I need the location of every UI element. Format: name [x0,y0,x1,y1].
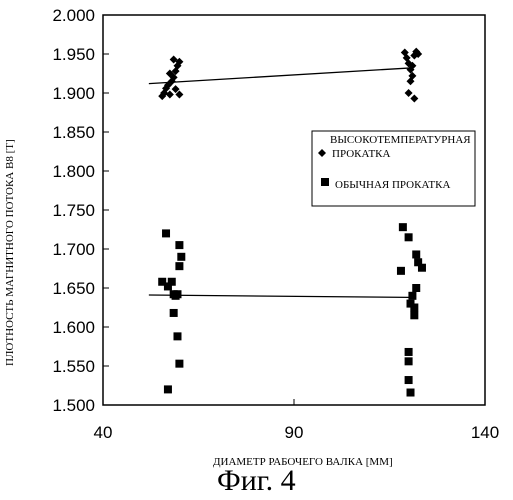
y-tick-label: 1.700 [52,240,95,259]
y-tick-label: 1.600 [52,318,95,337]
axes [103,15,485,405]
x-tick-label: 140 [471,423,499,442]
series-layer [158,48,426,397]
y-tick-label: 1.550 [52,357,95,376]
square-point [412,284,420,292]
square-point [410,304,418,312]
square-point [410,311,418,319]
square-point [175,241,183,249]
trendline-high-temp [149,68,409,84]
square-point [175,360,183,368]
y-tick-label: 1.500 [52,396,95,415]
diamond-point [405,89,413,97]
square-point [397,267,405,275]
square-point [177,253,185,261]
legend: ВЫСОКОТЕМПЕРАТУРНАЯ ПРОКАТКА ОБЫЧНАЯ ПРО… [312,131,475,206]
plot-frame [103,15,485,405]
square-point [408,292,416,300]
square-point [405,233,413,241]
square-point [170,309,178,317]
diamond-point [166,91,174,99]
y-axis-ticks: 1.500 1.550 1.600 1.650 1.700 1.750 1.800 1.850… [52,6,109,415]
y-tick-label: 1.900 [52,84,95,103]
square-point [173,332,181,340]
legend-square-marker [321,178,329,186]
y-tick-label: 1.950 [52,45,95,64]
figure-caption: Фиг. 4 [217,464,296,497]
square-point [399,223,407,231]
square-point [407,389,415,397]
y-tick-label: 1.850 [52,123,95,142]
y-tick-label: 1.800 [52,162,95,181]
legend-label-high-temp-line2: ПРОКАТКА [332,148,391,160]
square-point [418,264,426,272]
square-point [175,262,183,270]
square-point [405,348,413,356]
x-tick-label: 40 [94,423,113,442]
square-point [168,278,176,286]
series-normal [158,223,426,396]
square-point [405,357,413,365]
y-tick-label: 1.650 [52,279,95,298]
square-point [173,290,181,298]
trendline-normal [149,295,409,297]
diamond-point [410,94,418,102]
square-point [162,229,170,237]
x-tick-label: 90 [285,423,304,442]
square-point [164,385,172,393]
y-tick-label: 1.750 [52,201,95,220]
y-tick-label: 2.000 [52,6,95,25]
square-point [405,376,413,384]
legend-label-normal: ОБЫЧНАЯ ПРОКАТКА [335,179,450,191]
legend-label-high-temp-line1: ВЫСОКОТЕМПЕРАТУРНАЯ [330,134,471,146]
square-point [412,250,420,258]
y-axis-label: ПЛОТНОСТЬ МАГНИТНОГО ПОТОКА B8 [T] [4,139,16,366]
